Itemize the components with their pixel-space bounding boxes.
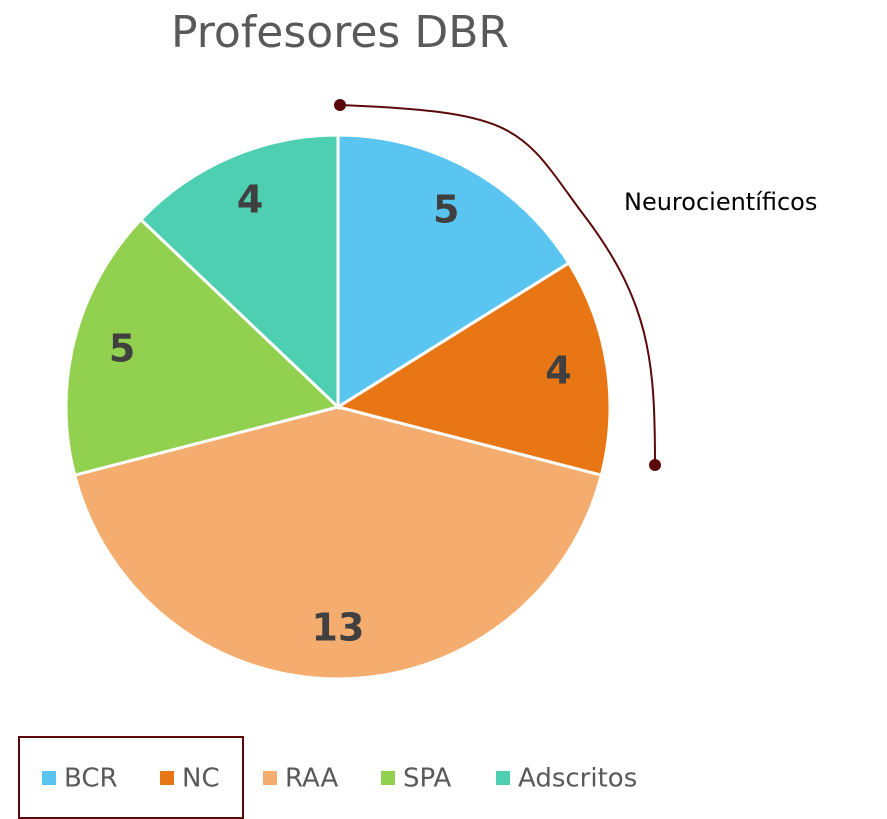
pie-slice xyxy=(336,133,571,410)
annotation-dot xyxy=(649,459,661,471)
annotation: Neurocientíficos xyxy=(624,188,817,216)
legend-swatch xyxy=(496,771,510,785)
pie-slice xyxy=(334,261,612,478)
pie-slice xyxy=(138,133,340,411)
annotation-dot xyxy=(334,99,346,111)
legend-swatch xyxy=(160,771,174,785)
legend-label: Adscritos xyxy=(518,764,637,794)
pie-slice xyxy=(64,217,341,478)
legend-swatch xyxy=(381,771,395,785)
data-label: 5 xyxy=(109,327,135,371)
legend-label: BCR xyxy=(64,764,118,794)
legend-label: NC xyxy=(182,764,220,794)
data-label: 5 xyxy=(433,187,459,231)
data-label: 13 xyxy=(312,606,365,650)
legend-highlight xyxy=(18,736,244,819)
legend-label: SPA xyxy=(403,764,452,794)
data-label: 4 xyxy=(545,349,571,393)
legend-swatch xyxy=(42,771,56,785)
pie-slice xyxy=(72,405,604,681)
chart-title: Profesores DBR xyxy=(171,7,509,58)
legend-swatch xyxy=(263,771,277,785)
legend-label: RAA xyxy=(285,764,339,794)
annotation-arc xyxy=(339,104,656,466)
data-label: 4 xyxy=(237,178,263,222)
